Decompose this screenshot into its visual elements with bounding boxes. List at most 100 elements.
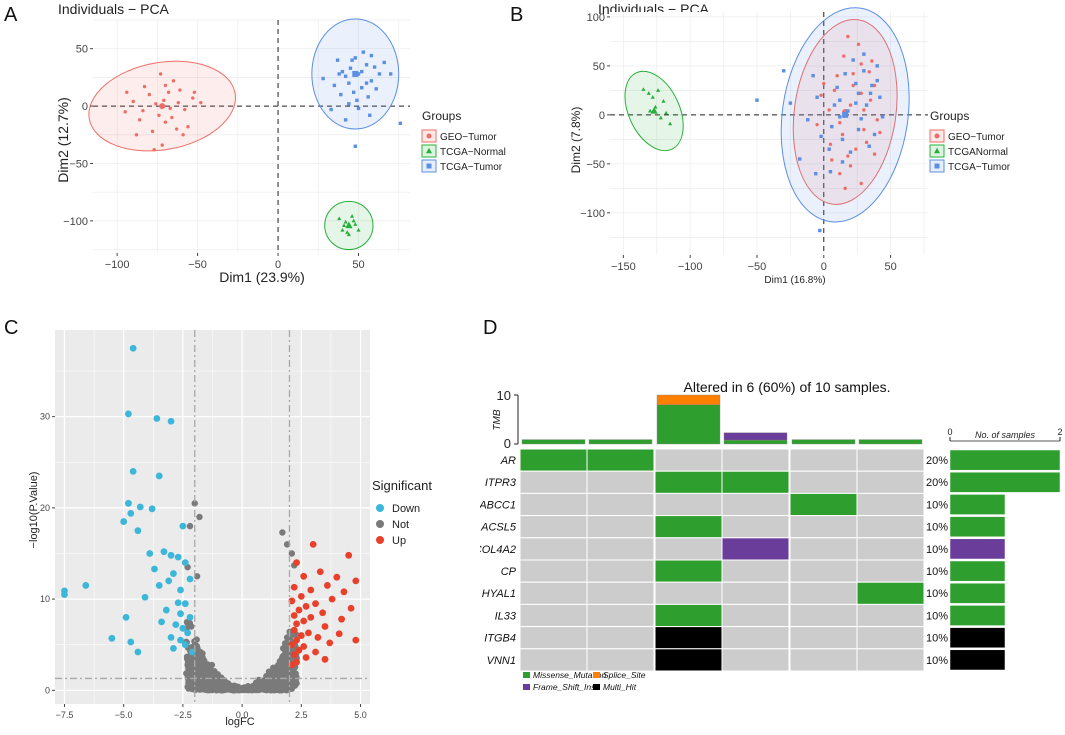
data-point bbox=[364, 81, 369, 85]
down-regulated-point bbox=[170, 644, 177, 652]
x-tick-label: 50 bbox=[884, 261, 896, 273]
data-point bbox=[329, 107, 333, 112]
not-significant-point bbox=[250, 683, 257, 690]
data-point bbox=[347, 102, 351, 106]
data-point bbox=[343, 118, 348, 122]
samples-axis-title: No. of samples bbox=[975, 430, 1036, 440]
tmb-bar-segment bbox=[656, 394, 721, 406]
data-point bbox=[846, 154, 850, 158]
not-significant-point bbox=[194, 645, 201, 652]
down-regulated-point bbox=[141, 593, 149, 601]
pca-chart-b: Individuals − PCA −150 −100 −50 0 50−100−500… bbox=[569, 1, 1011, 286]
data-point bbox=[137, 118, 142, 122]
data-point bbox=[867, 70, 871, 74]
not-significant-point bbox=[217, 684, 224, 691]
up-regulated-point bbox=[312, 648, 319, 656]
not-significant-point bbox=[289, 683, 296, 691]
group-centroid bbox=[345, 221, 353, 229]
data-point bbox=[859, 62, 863, 66]
legend-marker bbox=[934, 147, 940, 154]
mutation-cell bbox=[856, 559, 925, 583]
data-point bbox=[658, 115, 663, 120]
mutation-cell bbox=[586, 559, 655, 583]
data-point bbox=[848, 150, 853, 154]
not-significant-point bbox=[283, 634, 291, 641]
legend-marker bbox=[426, 147, 432, 154]
mutation-cell bbox=[586, 448, 655, 472]
y-tick-label: 100 bbox=[587, 12, 605, 24]
mutation-cell bbox=[654, 581, 723, 605]
down-regulated-point bbox=[172, 621, 180, 629]
up-regulated-point bbox=[293, 620, 300, 628]
up-regulated-point bbox=[295, 646, 303, 654]
down-regulated-point bbox=[146, 550, 154, 557]
data-point bbox=[843, 186, 847, 191]
samples-bar bbox=[949, 582, 1006, 604]
data-point bbox=[154, 102, 158, 106]
x-tick-label: 2.5 bbox=[295, 710, 308, 720]
legend-label: Up bbox=[392, 535, 406, 547]
mutation-cell bbox=[519, 448, 588, 472]
up-regulated-point bbox=[323, 582, 331, 589]
legend-label: Missense_Mutation bbox=[533, 670, 607, 680]
mutation-cell bbox=[856, 603, 925, 628]
percent-label: 10% bbox=[926, 588, 948, 600]
down-regulated-point bbox=[167, 551, 175, 559]
not-significant-point bbox=[212, 683, 219, 690]
data-point bbox=[337, 216, 342, 221]
data-point bbox=[337, 72, 341, 76]
mutation-cell bbox=[519, 559, 588, 583]
data-point bbox=[350, 214, 355, 218]
up-regulated-point bbox=[297, 632, 305, 639]
mutation-cell bbox=[856, 470, 925, 494]
tmb-tick-label: 0 bbox=[504, 436, 511, 451]
mutation-cell bbox=[519, 515, 588, 539]
tmb-bar-segment bbox=[723, 432, 788, 441]
up-regulated-point bbox=[297, 592, 305, 600]
data-point bbox=[174, 127, 179, 131]
panel-label-d: D bbox=[483, 317, 498, 339]
mutation-cell bbox=[789, 559, 858, 583]
mutation-cell bbox=[789, 515, 858, 539]
data-point bbox=[875, 78, 879, 83]
data-point bbox=[382, 60, 386, 65]
down-regulated-point bbox=[165, 577, 173, 585]
down-regulated-point bbox=[127, 638, 135, 646]
data-point bbox=[366, 95, 370, 99]
data-point bbox=[828, 170, 833, 174]
up-regulated-point bbox=[316, 568, 324, 576]
data-point bbox=[875, 118, 879, 122]
panel-label-c: C bbox=[4, 317, 19, 339]
down-regulated-point bbox=[177, 636, 184, 644]
y-tick-label: 50 bbox=[76, 44, 88, 56]
gene-label: IL33 bbox=[495, 610, 517, 622]
down-regulated-point bbox=[136, 503, 144, 511]
down-regulated-point bbox=[177, 586, 184, 594]
legend-swatch bbox=[593, 684, 600, 690]
data-point bbox=[199, 100, 203, 105]
mutation-cell bbox=[519, 603, 588, 628]
legend-title: Groups bbox=[930, 109, 969, 123]
not-significant-point bbox=[284, 670, 292, 677]
mutation-cell bbox=[654, 470, 723, 494]
data-point bbox=[131, 99, 135, 104]
percent-label: 10% bbox=[926, 633, 948, 645]
x-axis-label-a: Dim1 (23.9%) bbox=[219, 269, 305, 285]
legend-title: Groups bbox=[422, 109, 461, 123]
up-regulated-point bbox=[302, 602, 310, 610]
x-tick-label: 5.0 bbox=[354, 710, 367, 720]
data-point bbox=[345, 230, 350, 234]
legend-marker bbox=[376, 504, 384, 512]
down-regulated-point bbox=[181, 600, 189, 608]
mutation-cell bbox=[856, 648, 925, 672]
data-point bbox=[183, 107, 187, 112]
percent-label: 10% bbox=[926, 566, 948, 578]
gene-label: AR bbox=[500, 455, 516, 467]
data-point bbox=[755, 98, 759, 102]
tmb-axis-label: TMB bbox=[492, 409, 503, 430]
up-regulated-point bbox=[290, 651, 298, 659]
down-regulated-point bbox=[160, 548, 168, 556]
mutation-cell bbox=[789, 603, 858, 628]
y-axis-label-c: −log10(P.Value) bbox=[28, 472, 40, 549]
up-regulated-point bbox=[300, 617, 308, 625]
